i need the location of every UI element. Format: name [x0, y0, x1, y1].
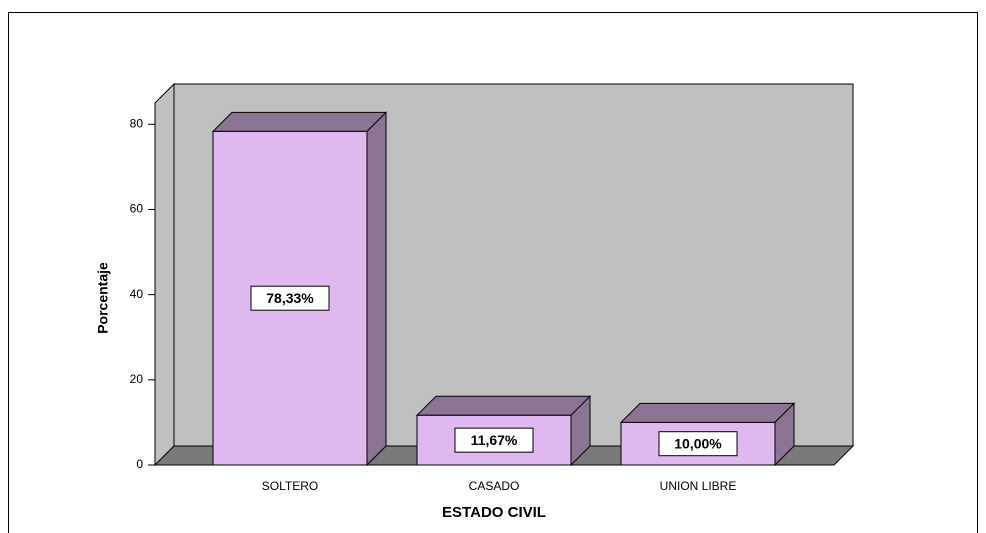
y-tick-label: 60	[130, 202, 144, 216]
x-tick-label: SOLTERO	[262, 479, 318, 493]
value-label-box	[454, 427, 534, 453]
x-axis-title: ESTADO CIVIL	[442, 504, 546, 521]
bar-top	[619, 402, 796, 423]
value-label-box	[250, 285, 330, 311]
left-wall	[154, 82, 175, 467]
value-label-box	[658, 431, 738, 457]
y-tick-label: 40	[130, 287, 144, 301]
bar-top	[211, 111, 388, 132]
bar-side	[366, 111, 387, 467]
x-tick-label: UNION LIBRE	[660, 479, 737, 493]
y-tick-label: 80	[130, 116, 144, 130]
value-label: 11,67%	[471, 432, 518, 448]
x-tick-label: CASADO	[469, 479, 520, 493]
y-tick-label: 0	[136, 457, 143, 471]
value-label: 10,00%	[674, 435, 722, 451]
y-tick-label: 20	[130, 372, 144, 386]
value-label: 78,33%	[266, 290, 314, 306]
bar-top	[415, 395, 592, 416]
y-axis-title: Porcentaje	[95, 262, 111, 334]
